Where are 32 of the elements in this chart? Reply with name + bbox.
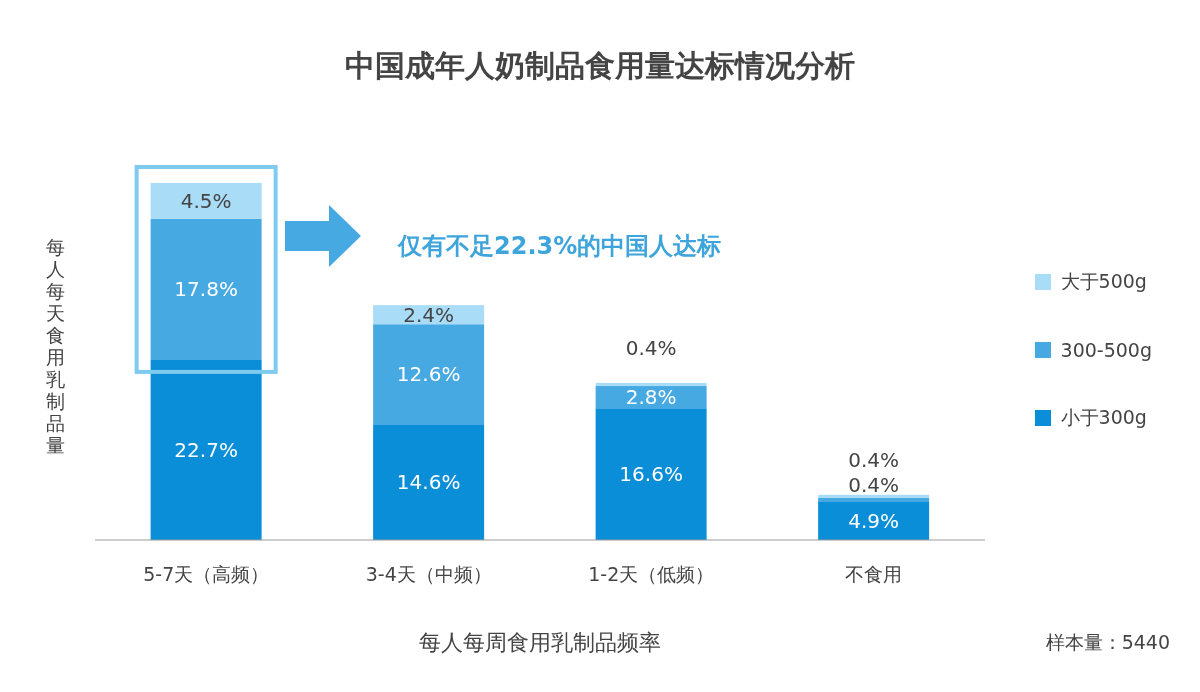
bar [818, 494, 930, 498]
legend-label: 大于500g [1059, 269, 1148, 294]
data-label: 4.5% [180, 188, 232, 213]
bar [373, 424, 485, 540]
x-tick-label: 5-7天（高频） [143, 563, 270, 586]
data-label: 0.4% [848, 472, 900, 497]
data-label: 14.6% [396, 470, 461, 495]
bar [818, 501, 930, 540]
bar [150, 182, 262, 219]
legend-label: 小于300g [1059, 405, 1148, 430]
data-label: 0.4% [848, 447, 900, 472]
text: 样本量：5440 [1045, 630, 1170, 655]
data-label: 4.9% [848, 508, 900, 533]
data-label: 12.6% [396, 362, 461, 387]
text: 每人每天食用乳制品量 [45, 236, 65, 456]
x-tick-label: 1-2天（低频） [588, 563, 715, 586]
bar [818, 497, 930, 502]
data-label: 2.8% [625, 385, 677, 410]
chart-title: 中国成年人奶制品食用量达标情况分析 [344, 47, 856, 85]
x-tick-label: 不食用 [845, 563, 903, 586]
data-label: 17.8% [174, 277, 238, 302]
x-tick-label: 3-4天（中频） [365, 563, 492, 586]
data-label: 22.7% [174, 437, 238, 462]
data-label: 16.6% [619, 462, 683, 487]
data-label: 2.4% [403, 302, 455, 327]
x-axis-title: 每人每周食用乳制品频率 [418, 629, 662, 657]
annotation: 仅有不足22.3%的中国人达标 [398, 231, 722, 262]
data-label: 0.4% [625, 335, 677, 360]
bar [373, 324, 485, 425]
bar [595, 408, 707, 540]
bar [595, 382, 707, 387]
legend-label: 300-500g [1059, 338, 1152, 363]
